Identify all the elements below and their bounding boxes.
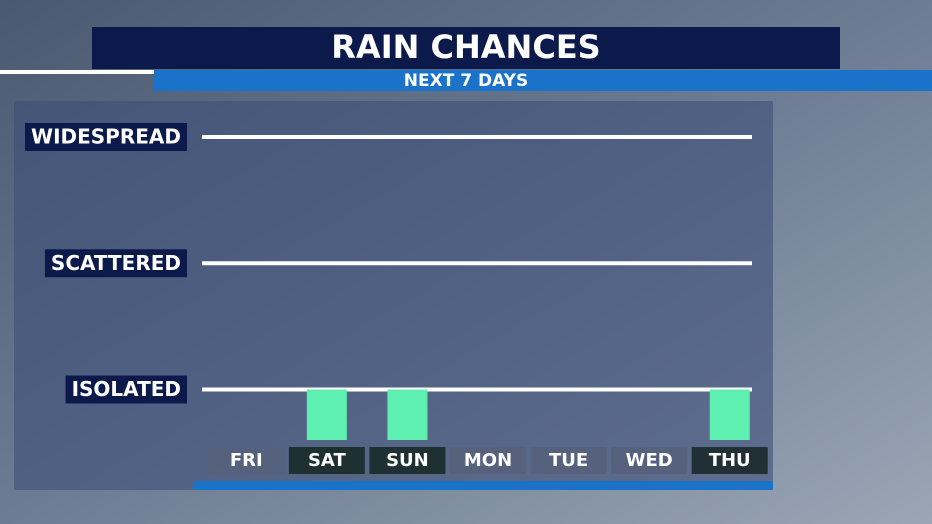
y-tick-label: ISOLATED bbox=[72, 377, 181, 401]
y-tick-label: SCATTERED bbox=[51, 251, 181, 275]
x-tick-label: FRI bbox=[230, 450, 263, 471]
chart-subtitle: NEXT 7 DAYS bbox=[404, 71, 528, 91]
y-tick-label: WIDESPREAD bbox=[31, 125, 181, 149]
y-tick-box bbox=[44, 249, 187, 278]
title-bar bbox=[92, 27, 840, 69]
x-tick-box bbox=[450, 447, 526, 474]
x-tick-box bbox=[530, 447, 607, 474]
chart-title: RAIN CHANCES bbox=[331, 28, 600, 66]
x-tick-box bbox=[288, 447, 365, 474]
x-tick-label: WED bbox=[626, 450, 673, 471]
x-tick-label: TUE bbox=[549, 450, 588, 471]
panel-strip bbox=[193, 481, 773, 490]
x-tick-label: THU bbox=[709, 450, 751, 471]
y-tick-box bbox=[65, 375, 187, 404]
subtitle-bar bbox=[154, 70, 932, 91]
bar bbox=[387, 389, 428, 440]
x-tick-label: SAT bbox=[308, 450, 346, 471]
x-tick-label: SUN bbox=[386, 450, 429, 471]
x-tick-box bbox=[208, 447, 285, 474]
rule bbox=[0, 70, 154, 74]
x-tick-box bbox=[611, 447, 688, 474]
x-tick-label: MON bbox=[464, 450, 512, 471]
x-tick-box bbox=[369, 447, 446, 474]
bar bbox=[306, 389, 347, 440]
bar bbox=[709, 389, 750, 440]
y-tick-box bbox=[25, 123, 187, 151]
x-tick-box bbox=[691, 447, 768, 474]
